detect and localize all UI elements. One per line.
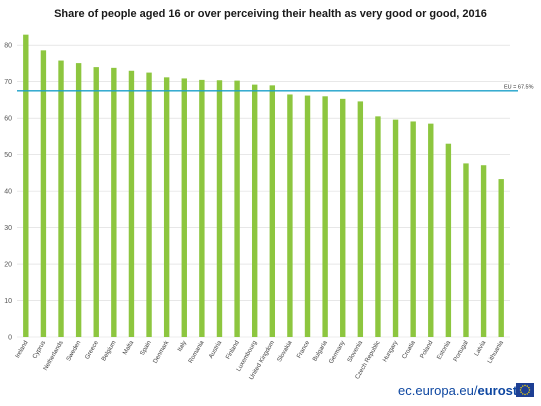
- flag-star: [526, 385, 528, 387]
- y-tick-60: 60: [4, 116, 12, 123]
- flag-star: [519, 389, 522, 391]
- bars: [23, 34, 504, 338]
- eurostat-footer[interactable]: ec.europa.eu/eurostat: [398, 383, 534, 398]
- flag-star: [524, 384, 526, 387]
- y-tick-0: 0: [8, 334, 12, 341]
- y-tick-40: 40: [4, 189, 12, 196]
- x-label-greece: Greece: [84, 339, 100, 361]
- y-tick-20: 20: [4, 261, 12, 268]
- footer-domain: ec.europa.eu/: [398, 383, 478, 398]
- eu-average-label: EU = 67.5%: [504, 84, 534, 90]
- y-tick-70: 70: [4, 79, 12, 86]
- eu-flag-icon: [516, 383, 534, 397]
- x-label-malta: Malta: [122, 339, 136, 356]
- x-label-hungary: Hungary: [382, 339, 400, 364]
- bar-belgium: [111, 67, 117, 338]
- y-tick-80: 80: [4, 43, 12, 50]
- x-label-croatia: Croatia: [401, 339, 417, 360]
- x-label-latvia: Latvia: [473, 339, 488, 357]
- y-axis-ticks: 0 10 20 30 40 50 60 70 80: [4, 43, 12, 342]
- bar-bulgaria: [322, 96, 328, 337]
- bar-estonia: [445, 143, 452, 337]
- bar-portugal: [463, 163, 469, 337]
- bar-luxembourg: [251, 84, 258, 337]
- x-label-lithuania: Lithuania: [486, 339, 505, 365]
- bar-czech-republic: [375, 116, 381, 338]
- bar-sweden: [75, 63, 82, 337]
- x-label-ireland: Ireland: [14, 339, 30, 359]
- bar-cyprus: [40, 50, 47, 337]
- x-label-cyprus: Cyprus: [31, 340, 47, 360]
- bar-slovakia: [287, 94, 293, 338]
- eu-flag-stars: [519, 384, 531, 396]
- flag-star: [526, 393, 528, 395]
- bar-hungary: [392, 119, 399, 338]
- flag-star: [522, 385, 524, 387]
- x-label-bulgaria: Bulgaria: [311, 339, 329, 363]
- x-label-germany: Germany: [328, 339, 347, 365]
- chart-title: Share of people aged 16 or over perceivi…: [54, 8, 487, 20]
- x-label-finland: Finland: [225, 339, 241, 361]
- y-tick-30: 30: [4, 225, 12, 232]
- x-label-italy: Italy: [176, 339, 188, 353]
- bar-romania: [199, 79, 205, 337]
- x-label-spain: Spain: [139, 339, 153, 357]
- bar-latvia: [480, 165, 487, 337]
- flag-star: [528, 389, 531, 391]
- flag-star: [524, 393, 526, 396]
- bar-italy: [181, 78, 187, 338]
- x-label-sweden: Sweden: [65, 339, 83, 362]
- x-label-romania: Romania: [187, 339, 206, 364]
- x-label-austria: Austria: [208, 339, 224, 360]
- x-label-france: France: [296, 339, 312, 360]
- x-label-belgium: Belgium: [100, 340, 117, 363]
- flag-star: [520, 391, 522, 393]
- bar-finland: [234, 80, 240, 338]
- bar-ireland: [23, 34, 29, 338]
- bar-netherlands: [58, 60, 64, 337]
- bar-croatia: [410, 121, 416, 337]
- bar-poland: [428, 123, 434, 337]
- flag-star: [522, 393, 524, 395]
- bar-austria: [216, 80, 223, 337]
- x-label-slovakia: Slovakia: [276, 339, 294, 363]
- eu-reference: EU = 67.5%: [17, 84, 534, 92]
- flag-star: [528, 387, 530, 389]
- flag-star: [528, 391, 530, 393]
- y-tick-50: 50: [4, 152, 12, 159]
- flag-star: [520, 387, 522, 389]
- bar-slovenia: [357, 101, 364, 338]
- bar-malta: [128, 70, 135, 337]
- x-label-denmark: Denmark: [152, 339, 171, 365]
- x-label-slovenia: Slovenia: [346, 339, 364, 364]
- bar-germany: [340, 98, 346, 337]
- footer-site-text: ec.europa.eu/eurostat: [398, 383, 529, 398]
- bar-united-kingdom: [269, 85, 276, 338]
- bar-lithuania: [498, 179, 504, 337]
- x-label-poland: Poland: [419, 339, 435, 360]
- bar-denmark: [163, 77, 170, 338]
- gridlines: [17, 44, 510, 338]
- x-label-portugal: Portugal: [452, 340, 470, 363]
- x-label-estonia: Estonia: [436, 339, 453, 361]
- bar-spain: [146, 72, 152, 338]
- y-tick-10: 10: [4, 298, 12, 305]
- bar-greece: [93, 67, 99, 337]
- bar-france: [304, 95, 311, 338]
